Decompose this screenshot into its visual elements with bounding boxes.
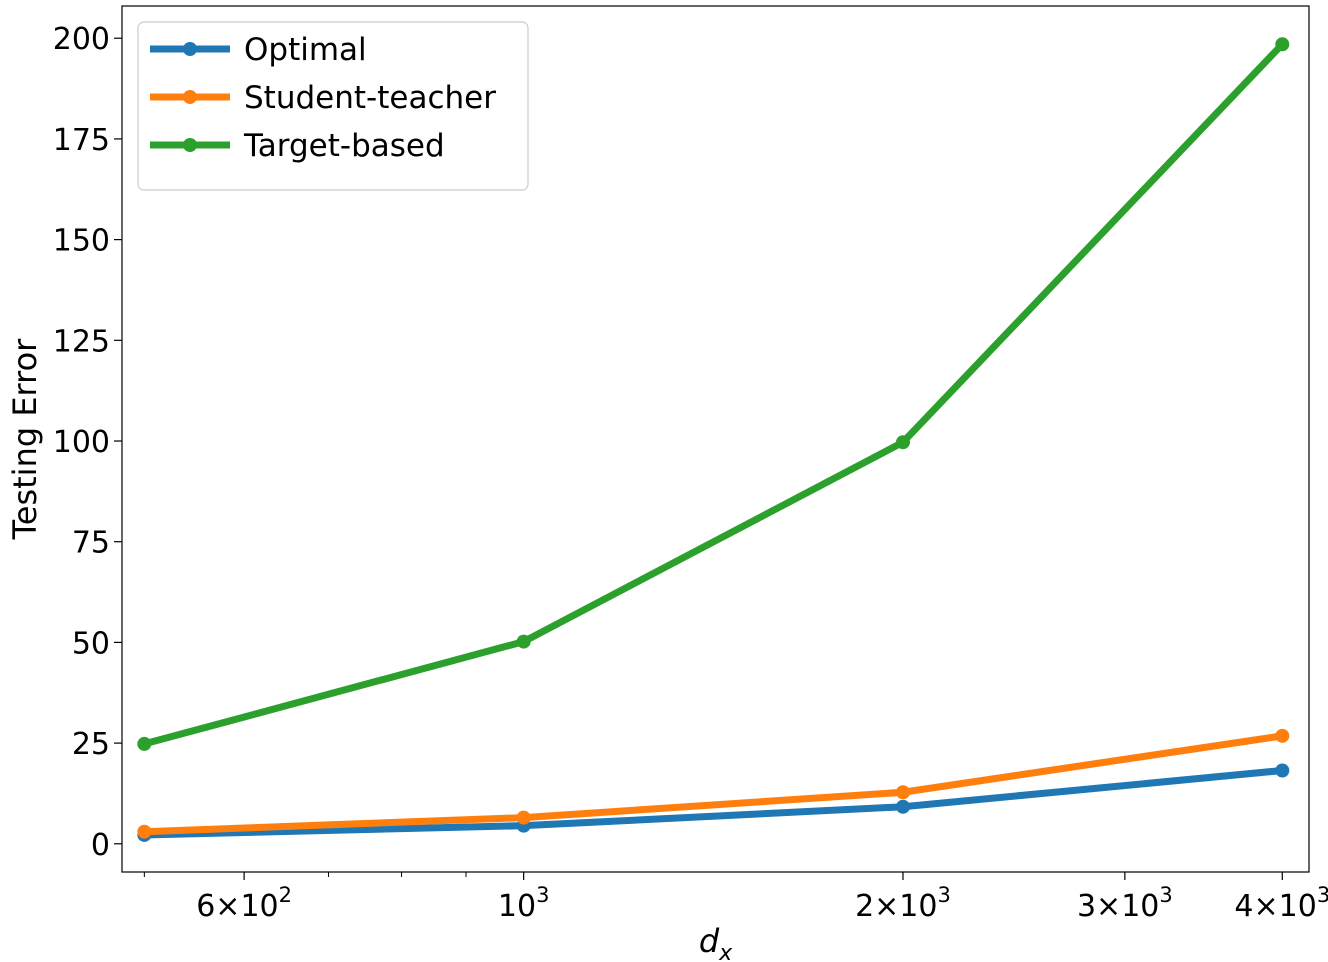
series-line-0 <box>140 766 1286 839</box>
x-axis-label: dx <box>699 922 733 962</box>
x-tick-label: 103 <box>498 883 550 924</box>
series-layer <box>137 37 1290 842</box>
data-point <box>895 799 910 814</box>
x-tick-label: 2×103 <box>855 883 951 924</box>
plot-area <box>121 5 1310 873</box>
data-point <box>516 634 531 649</box>
data-point <box>895 435 910 450</box>
y-tick-label: 150 <box>53 224 110 259</box>
data-point <box>895 785 910 800</box>
data-point <box>1275 763 1290 778</box>
legend-marker <box>183 90 197 104</box>
x-tick-label: 3×103 <box>1077 883 1173 924</box>
y-tick-label: 125 <box>53 324 110 359</box>
legend-label: Student-teacher <box>244 80 496 116</box>
data-point <box>516 810 531 825</box>
legend: Optimal Student-teacher Target-based <box>137 21 529 191</box>
y-tick-label: 200 <box>53 22 110 57</box>
legend-label: Target-based <box>243 128 445 164</box>
legend-label: Optimal <box>244 32 367 68</box>
data-point <box>1275 728 1290 743</box>
y-tick-label: 50 <box>72 626 110 661</box>
y-tick-label: 25 <box>72 727 110 762</box>
y-tick-label: 175 <box>53 123 110 158</box>
legend-box <box>137 21 529 191</box>
legend-marker <box>183 138 197 152</box>
legend-marker <box>183 42 197 56</box>
data-point <box>137 736 152 751</box>
plot-frame <box>121 5 1310 873</box>
data-point <box>1275 37 1290 52</box>
axes-layer: 0 25 50 75 100 125 150 175 200 6×102 103 2×103 3×103… <box>6 22 1328 962</box>
x-tick-label: 4×103 <box>1234 883 1328 924</box>
y-tick-label: 0 <box>91 828 110 863</box>
series-line-1 <box>140 732 1286 836</box>
x-tick-label: 6×102 <box>196 883 292 924</box>
y-tick-label: 75 <box>72 526 110 561</box>
y-axis-label: Testing Error <box>6 338 44 541</box>
y-tick-label: 100 <box>53 425 110 460</box>
series-line-2 <box>140 40 1286 748</box>
data-point <box>137 824 152 839</box>
